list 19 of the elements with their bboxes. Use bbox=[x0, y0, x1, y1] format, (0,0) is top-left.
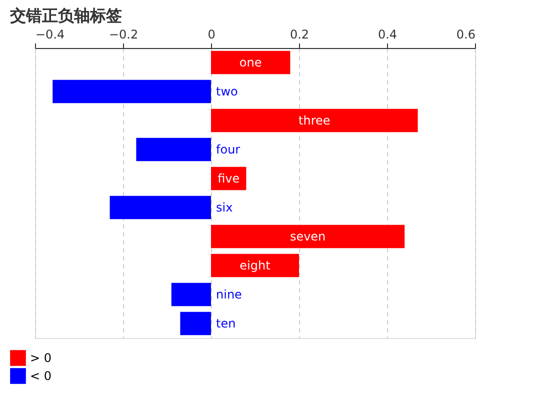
y-tick-label: two bbox=[216, 84, 238, 98]
y-tick-label: six bbox=[216, 200, 233, 214]
x-tick-label: −0.2 bbox=[108, 28, 138, 42]
legend-label: > 0 bbox=[30, 351, 52, 365]
x-tick-label: 0.6 bbox=[456, 28, 476, 42]
x-tick-label: 0 bbox=[208, 28, 216, 42]
y-tick-label: three bbox=[298, 114, 330, 128]
y-tick-label: eight bbox=[240, 258, 271, 272]
legend-label: < 0 bbox=[30, 369, 52, 383]
y-tick-label: nine bbox=[216, 288, 242, 302]
x-tick-label: 0.4 bbox=[378, 28, 398, 42]
x-tick-label: −0.4 bbox=[36, 28, 65, 42]
x-tick-label: 0.2 bbox=[290, 28, 310, 42]
y-tick-label: five bbox=[218, 172, 240, 186]
y-tick-label: seven bbox=[290, 230, 326, 244]
y-tick-label: one bbox=[239, 56, 262, 70]
chart-title: 交错正负轴标签 bbox=[9, 6, 122, 25]
y-tick-label: four bbox=[216, 142, 240, 156]
y-tick-label: ten bbox=[216, 316, 236, 330]
